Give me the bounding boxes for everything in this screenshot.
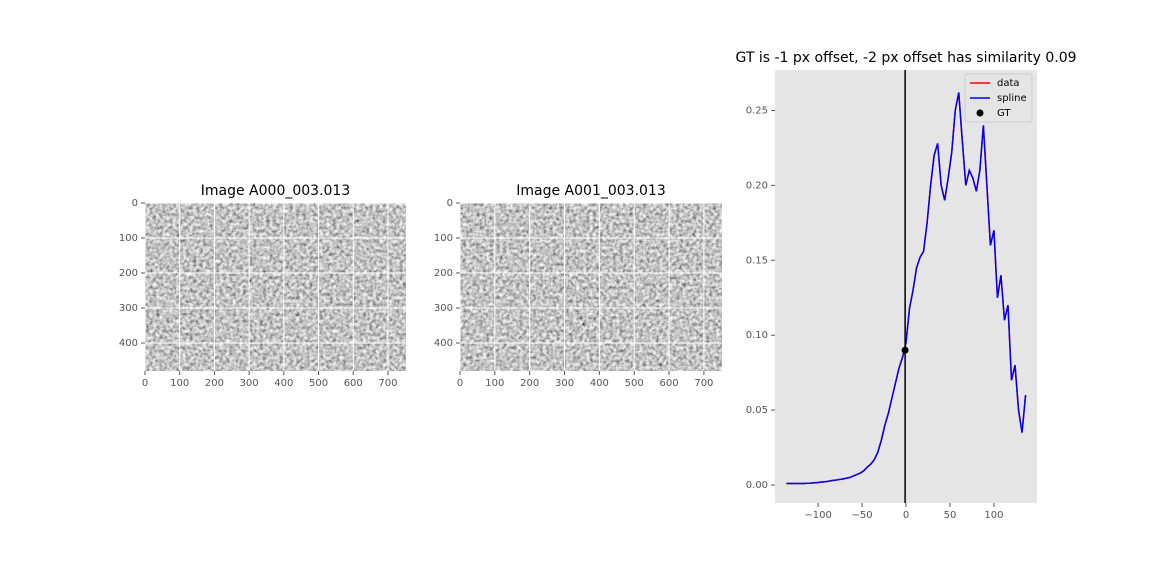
legend-label: spline	[997, 93, 1027, 104]
y-tick-label: 200	[119, 268, 138, 279]
y-tick-label: 0.15	[746, 255, 768, 266]
x-tick-label: 600	[344, 378, 363, 389]
x-tick-label: 400	[590, 378, 609, 389]
x-tick-label: 700	[378, 378, 397, 389]
x-tick-label: 50	[944, 510, 957, 521]
y-tick-label: 0	[132, 198, 138, 209]
image-texture	[460, 203, 722, 371]
x-tick-label: 500	[625, 378, 644, 389]
y-tick-label: 0.20	[746, 180, 768, 191]
x-tick-label: 500	[309, 378, 328, 389]
y-tick-label: 0	[447, 198, 453, 209]
x-tick-label: 100	[485, 378, 504, 389]
x-tick-label: 100	[170, 378, 189, 389]
plot-background	[775, 70, 1037, 503]
y-tick-label: 0.10	[746, 330, 768, 341]
x-tick-label: −50	[851, 510, 872, 521]
x-tick-label: 600	[659, 378, 678, 389]
legend-label: data	[997, 78, 1020, 89]
x-tick-label: −100	[804, 510, 831, 521]
gt-point	[901, 346, 909, 354]
y-tick-label: 100	[119, 233, 138, 244]
chart-title: Image A001_003.013	[516, 183, 666, 199]
x-tick-label: 200	[205, 378, 224, 389]
x-tick-label: 200	[520, 378, 539, 389]
x-tick-label: 0	[903, 510, 909, 521]
x-tick-label: 0	[457, 378, 463, 389]
y-tick-label: 300	[119, 303, 138, 314]
y-tick-label: 0.00	[746, 480, 768, 491]
chart-title: Image A000_003.013	[201, 183, 351, 199]
x-tick-label: 100	[984, 510, 1003, 521]
chart-title: GT is -1 px offset, -2 px offset has sim…	[735, 50, 1076, 66]
y-tick-label: 300	[434, 303, 453, 314]
image-texture	[145, 203, 406, 371]
x-tick-label: 400	[274, 378, 293, 389]
y-tick-label: 200	[434, 268, 453, 279]
line-series	[786, 92, 1027, 485]
x-tick-label: 300	[240, 378, 259, 389]
y-tick-label: 400	[434, 338, 453, 349]
x-tick-label: 0	[142, 378, 148, 389]
y-tick-label: 0.25	[746, 105, 768, 116]
legend-swatch	[976, 109, 984, 117]
y-tick-label: 400	[119, 338, 138, 349]
y-tick-label: 100	[434, 233, 453, 244]
legend-label: GT	[997, 108, 1011, 119]
x-tick-label: 300	[555, 378, 574, 389]
y-tick-label: 0.05	[746, 405, 768, 416]
x-tick-label: 700	[694, 378, 713, 389]
